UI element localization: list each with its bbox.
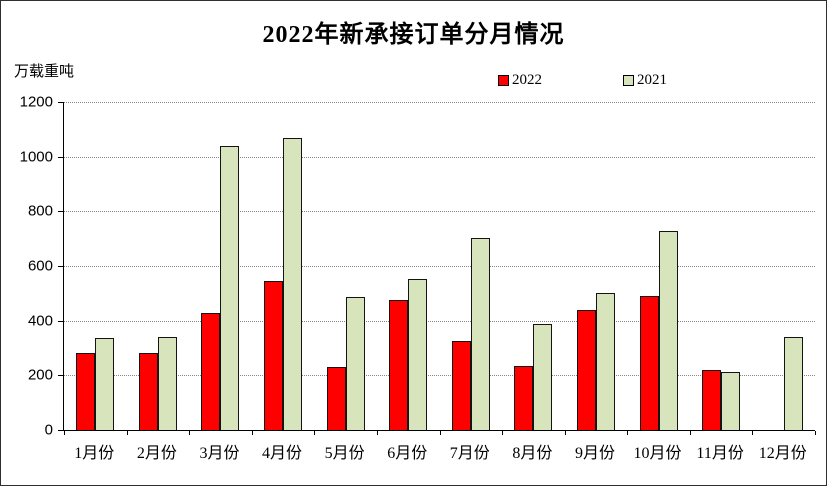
bar-2022-1月份: [76, 353, 96, 430]
bar-2022-2月份: [138, 352, 158, 430]
bar-2021-6月份: [408, 279, 428, 430]
y-tick-200: [58, 375, 64, 377]
bar-2021-10月份: [658, 230, 678, 430]
x-tick-10: [689, 431, 691, 435]
bar-2022-10月份: [639, 296, 659, 430]
bar-2022-5月份: [326, 367, 346, 430]
legend-swatch-2021: [623, 75, 634, 86]
bar-2021-3月份: [220, 146, 240, 430]
y-tick-800: [58, 211, 64, 213]
legend-item-2022: 2022: [498, 72, 542, 89]
bar-2022-7月份: [451, 341, 471, 430]
x-category-label-7: 7月份: [449, 445, 490, 462]
bar-2021-2月份: [157, 336, 177, 430]
x-category-label-11: 11月份: [696, 445, 744, 462]
legend-label-2022: 2022: [512, 72, 542, 88]
bar-2021-1月份: [95, 338, 115, 430]
x-tick-12: [815, 431, 816, 435]
plot-area: [58, 102, 816, 435]
x-category-label-5: 5月份: [324, 445, 365, 462]
bar-2021-9月份: [595, 293, 615, 430]
x-category-label-2: 2月份: [136, 445, 177, 462]
y-tick-label-200: 200: [27, 366, 53, 384]
y-tick-0: [58, 430, 64, 431]
x-tick-8: [564, 431, 566, 435]
y-tick-1200: [58, 102, 64, 103]
bar-2022-6月份: [389, 300, 409, 430]
legend-item-2021: 2021: [623, 72, 667, 89]
bar-2021-5月份: [345, 296, 365, 430]
x-tick-2: [189, 431, 191, 435]
x-category-label-6: 6月份: [387, 445, 428, 462]
gridline-800: [64, 211, 815, 213]
y-tick-label-1200: 1200: [19, 93, 53, 111]
y-tick-label-1000: 1000: [19, 148, 53, 166]
x-tick-7: [502, 431, 504, 435]
gridline-1200: [64, 102, 815, 103]
y-tick-label-400: 400: [27, 312, 53, 330]
bar-2022-8月份: [514, 366, 534, 430]
bar-2022-3月份: [201, 313, 221, 430]
x-category-label-10: 10月份: [633, 445, 682, 462]
bar-2022-9月份: [576, 310, 596, 430]
x-tick-9: [627, 431, 629, 435]
bar-2021-8月份: [533, 323, 553, 430]
x-tick-5: [376, 431, 378, 435]
x-category-label-1: 1月份: [74, 445, 115, 462]
legend-label-2021: 2021: [637, 72, 667, 88]
x-category-label-8: 8月份: [512, 445, 553, 462]
bar-2022-4月份: [264, 281, 284, 430]
x-tick-0: [64, 431, 65, 435]
y-tick-label-800: 800: [27, 202, 53, 220]
bar-2021-4月份: [283, 137, 303, 430]
y-tick-400: [58, 320, 64, 322]
x-tick-6: [439, 431, 441, 435]
y-tick-600: [58, 266, 64, 267]
gridline-400: [64, 320, 815, 322]
bar-2021-11月份: [721, 371, 741, 430]
x-tick-11: [752, 431, 754, 435]
chart-title: 2022年新承接订单分月情况: [262, 22, 565, 48]
x-category-label-9: 9月份: [574, 445, 615, 462]
x-tick-1: [126, 431, 128, 435]
gridline-200: [64, 375, 815, 377]
y-axis-unit-label: 万载重吨: [14, 63, 75, 80]
y-tick-label-600: 600: [27, 257, 53, 275]
gridline-1000: [64, 156, 815, 158]
bar-2022-11月份: [702, 369, 722, 430]
y-tick-label-0: 0: [44, 421, 53, 439]
x-category-label-4: 4月份: [262, 445, 303, 462]
bar-2021-12月份: [783, 336, 803, 430]
legend-swatch-2022: [498, 75, 509, 86]
x-category-label-12: 12月份: [758, 445, 807, 462]
gridline-600: [64, 266, 815, 267]
x-category-label-3: 3月份: [199, 445, 240, 462]
y-tick-1000: [58, 156, 64, 158]
x-tick-4: [314, 431, 316, 435]
x-tick-3: [251, 431, 253, 435]
bar-2021-7月份: [470, 238, 490, 430]
